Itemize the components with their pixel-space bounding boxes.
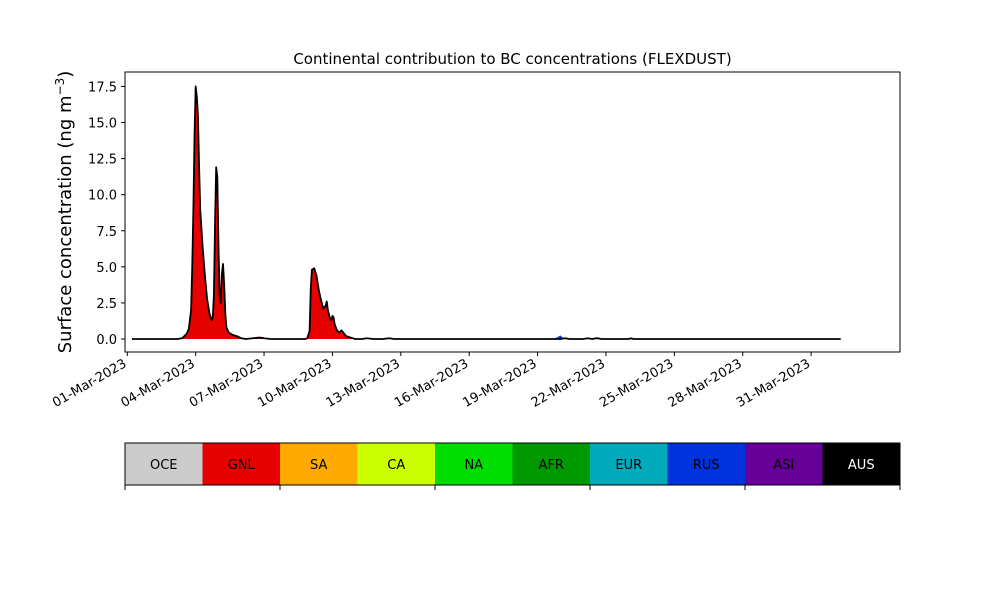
series-layer	[131, 85, 841, 340]
legend-label: OCE	[150, 458, 178, 473]
y-tick-label: 0.0	[96, 333, 117, 348]
y-ticks: 0.0 2.5 5.0 7.5 10.0 12.5 15.0 17.5	[88, 80, 125, 348]
y-tick-label: 15.0	[88, 117, 117, 132]
y-axis-label-close: )	[55, 71, 76, 78]
y-axis-label-main: Surface concentration (ng m	[55, 95, 76, 353]
legend-label: AFR	[539, 458, 564, 473]
y-axis-label-superscript: −3	[53, 78, 67, 96]
y-tick-label: 5.0	[96, 261, 117, 276]
legend-colorbar: OCE GNL SA CA NA AFR EUR RUS ASI AUS	[124, 442, 901, 490]
plot-area	[124, 71, 901, 353]
y-axis-label: Surface concentration (ng m−3)	[53, 71, 76, 354]
legend-swatch-asi	[745, 443, 823, 485]
series-area-gnl	[131, 86, 841, 340]
legend-frame	[124, 442, 901, 486]
legend-label: CA	[387, 458, 405, 473]
legend-label: NA	[464, 458, 483, 473]
legend-swatch-eur	[590, 443, 668, 485]
y-tick-label: 7.5	[96, 225, 117, 240]
y-tick-label: 10.0	[88, 189, 117, 204]
plot-frame	[124, 71, 901, 353]
legend-label: SA	[310, 458, 327, 473]
legend-label: ASI	[773, 458, 794, 473]
y-tick-label: 12.5	[88, 153, 117, 168]
legend-swatch-rus	[667, 443, 745, 485]
legend-swatch-na	[435, 443, 513, 485]
legend-swatch-gnl	[202, 443, 280, 485]
legend-swatch-oce	[125, 443, 203, 485]
legend-swatch-afr	[512, 443, 590, 485]
legend-label: RUS	[693, 458, 720, 473]
legend-label: EUR	[615, 458, 642, 473]
legend-swatch-ca	[357, 443, 435, 485]
series-outline-total	[131, 85, 841, 340]
y-tick-label: 17.5	[88, 80, 117, 95]
legend-swatch-aus	[822, 443, 900, 485]
chart-title: Continental contribution to BC concentra…	[293, 50, 731, 68]
legend-swatch-sa	[280, 443, 358, 485]
y-tick-label: 2.5	[96, 297, 117, 312]
legend-label: GNL	[228, 458, 256, 473]
legend-label: AUS	[848, 458, 875, 473]
